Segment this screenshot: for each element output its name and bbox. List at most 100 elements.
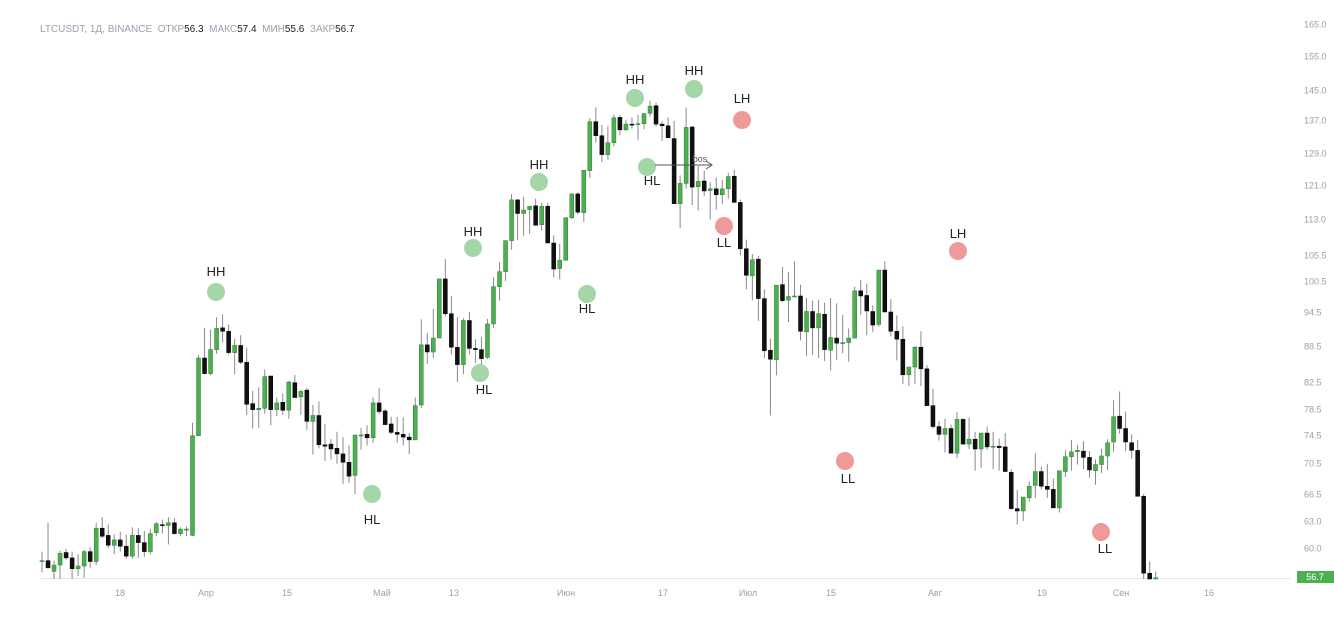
candle-body[interactable] xyxy=(425,344,430,353)
candle-body[interactable] xyxy=(852,290,857,339)
candle-body[interactable] xyxy=(768,349,773,360)
candle-body[interactable] xyxy=(948,428,954,454)
candle-body[interactable] xyxy=(599,135,605,155)
candle-body[interactable] xyxy=(412,405,418,441)
bearish-structure-marker[interactable] xyxy=(836,452,854,470)
candle-body[interactable] xyxy=(1147,572,1152,580)
candle-body[interactable] xyxy=(978,432,984,450)
candle-body[interactable] xyxy=(720,188,725,196)
candle-body[interactable] xyxy=(1008,472,1014,509)
candle-body[interactable] xyxy=(936,426,942,435)
candle-body[interactable] xyxy=(316,415,322,446)
candle-body[interactable] xyxy=(858,290,863,297)
candle-body[interactable] xyxy=(738,202,743,250)
candle-body[interactable] xyxy=(364,434,370,439)
candle-body[interactable] xyxy=(918,346,924,370)
candle-body[interactable] xyxy=(1087,457,1092,471)
candle-body[interactable] xyxy=(864,295,869,312)
candle-body[interactable] xyxy=(966,438,972,445)
candle-body[interactable] xyxy=(726,176,731,190)
candle-body[interactable] xyxy=(45,560,51,569)
bearish-structure-marker[interactable] xyxy=(1092,523,1110,541)
candle-body[interactable] xyxy=(190,435,195,536)
candle-body[interactable] xyxy=(160,524,165,526)
candle-body[interactable] xyxy=(677,183,683,204)
candle-body[interactable] xyxy=(419,344,424,406)
candle-body[interactable] xyxy=(527,206,532,210)
candle-body[interactable] xyxy=(840,342,845,344)
bullish-structure-marker[interactable] xyxy=(363,485,381,503)
candle-body[interactable] xyxy=(208,349,213,374)
candle-body[interactable] xyxy=(810,311,815,329)
candle-body[interactable] xyxy=(376,402,382,412)
candle-body[interactable] xyxy=(304,389,310,422)
candle-body[interactable] xyxy=(569,193,575,218)
candle-body[interactable] xyxy=(406,436,412,441)
candle-body[interactable] xyxy=(105,535,111,546)
candle-body[interactable] xyxy=(154,523,159,533)
candle-body[interactable] xyxy=(497,271,502,287)
candle-body[interactable] xyxy=(250,403,255,410)
candle-body[interactable] xyxy=(491,286,496,325)
candle-body[interactable] xyxy=(63,552,69,559)
candle-body[interactable] xyxy=(340,453,346,463)
candle-body[interactable] xyxy=(352,434,358,476)
candle-body[interactable] xyxy=(623,123,629,131)
candle-body[interactable] xyxy=(756,258,761,299)
bearish-structure-marker[interactable] xyxy=(733,111,751,129)
candle-body[interactable] xyxy=(388,423,394,433)
candle-body[interactable] xyxy=(1093,464,1098,471)
bullish-structure-marker[interactable] xyxy=(578,285,596,303)
candle-body[interactable] xyxy=(118,539,123,547)
candle-body[interactable] xyxy=(166,522,171,526)
candle-body[interactable] xyxy=(274,402,280,410)
candle-body[interactable] xyxy=(1153,577,1158,580)
candle-body[interactable] xyxy=(671,138,677,204)
candle-body[interactable] xyxy=(334,448,340,455)
candle-body[interactable] xyxy=(1081,450,1086,458)
candle-body[interactable] xyxy=(732,175,737,203)
candle-body[interactable] xyxy=(665,125,671,138)
bearish-structure-marker[interactable] xyxy=(949,242,967,260)
candle-body[interactable] xyxy=(99,527,105,537)
bullish-structure-marker[interactable] xyxy=(530,173,548,191)
candle-body[interactable] xyxy=(653,105,659,125)
candle-body[interactable] xyxy=(280,402,286,411)
candle-body[interactable] xyxy=(400,434,406,438)
candle-body[interactable] xyxy=(310,415,316,422)
candle-body[interactable] xyxy=(533,205,538,226)
candle-body[interactable] xyxy=(262,376,267,409)
candle-body[interactable] xyxy=(1057,470,1062,509)
candle-body[interactable] xyxy=(437,278,442,339)
candle-body[interactable] xyxy=(786,296,791,301)
candle-body[interactable] xyxy=(232,345,237,353)
candle-body[interactable] xyxy=(611,117,617,143)
candle-body[interactable] xyxy=(461,320,466,365)
candle-body[interactable] xyxy=(563,217,568,261)
candle-body[interactable] xyxy=(214,328,219,350)
candle-body[interactable] xyxy=(617,117,623,131)
candle-body[interactable] xyxy=(358,434,364,437)
candle-body[interactable] xyxy=(629,123,635,126)
candle-body[interactable] xyxy=(515,199,520,214)
bullish-structure-marker[interactable] xyxy=(685,80,703,98)
candle-body[interactable] xyxy=(870,311,876,326)
bearish-structure-marker[interactable] xyxy=(715,217,733,235)
candle-body[interactable] xyxy=(51,564,57,572)
candle-body[interactable] xyxy=(1141,496,1146,574)
candle-body[interactable] xyxy=(136,535,141,543)
candle-body[interactable] xyxy=(551,242,556,270)
candle-body[interactable] xyxy=(244,361,249,405)
candle-body[interactable] xyxy=(695,181,701,187)
candle-body[interactable] xyxy=(954,419,960,454)
candle-body[interactable] xyxy=(1039,471,1044,487)
candle-body[interactable] xyxy=(930,405,936,427)
candle-body[interactable] xyxy=(142,542,147,552)
candle-body[interactable] xyxy=(57,553,63,566)
candle-body[interactable] xyxy=(521,209,526,214)
candle-body[interactable] xyxy=(1002,446,1008,472)
candle-body[interactable] xyxy=(575,193,581,213)
candle-body[interactable] xyxy=(1021,496,1026,512)
